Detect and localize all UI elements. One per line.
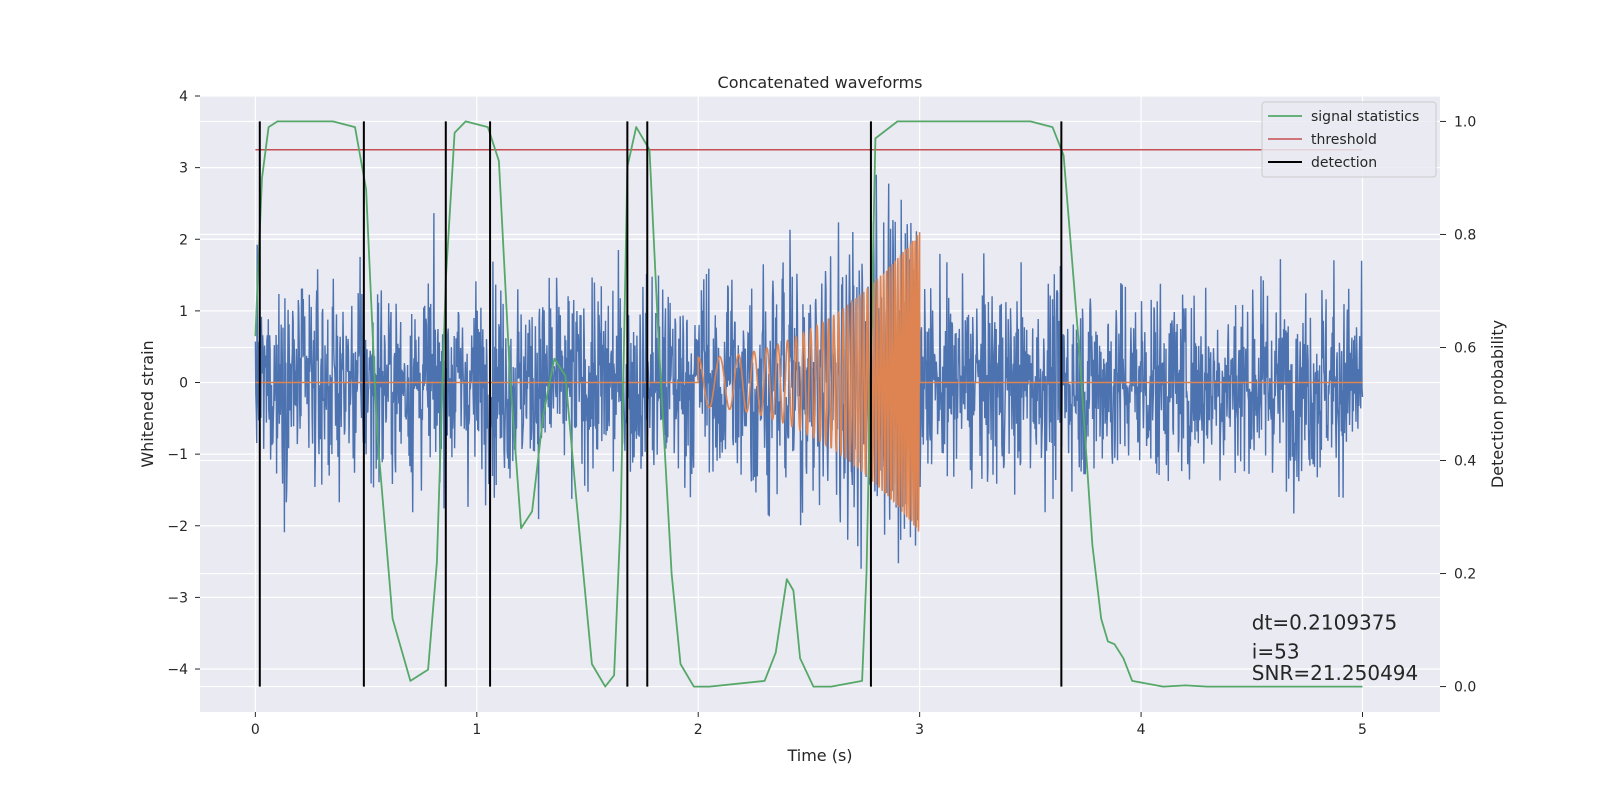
x-tick-label: 4	[1137, 722, 1146, 738]
annotation-text: SNR=21.250494	[1252, 661, 1418, 685]
x-axis-label: Time (s)	[786, 746, 852, 765]
annotation-text: i=53	[1252, 639, 1300, 663]
annotation-text: dt=0.2109375	[1252, 611, 1397, 635]
tick-labels: 0 1 2 3 4 5 −4 −3 −2 −1 0 1 2 3 4 0.0 0.2 0.4 0.6 0.8 1.0	[167, 89, 1476, 738]
x-tick-label: 1	[472, 722, 481, 738]
injected-chirp-line	[255, 232, 1363, 532]
y-tick-label: 3	[179, 161, 188, 177]
x-tick-label: 3	[915, 722, 924, 738]
x-tick-label: 2	[694, 722, 703, 738]
legend-box	[1261, 101, 1437, 178]
x-tick-label: 0	[251, 722, 260, 738]
y-tick-label: −2	[167, 519, 188, 535]
y-tick-label: 1	[179, 304, 188, 320]
legend-label-signal-statistics: signal statistics	[1311, 109, 1419, 125]
signal-statistics-line	[254, 120, 1363, 688]
y-tick-label: 0	[179, 376, 188, 392]
y-tick-label: −4	[167, 662, 188, 678]
y2-tick-label: 0.6	[1454, 340, 1476, 356]
legend: signal statistics threshold detection	[1261, 101, 1437, 178]
y-tick-label: −1	[167, 447, 188, 463]
y2-tick-label: 0.8	[1454, 227, 1476, 243]
y-tick-label: 2	[179, 232, 188, 248]
plot-area	[254, 120, 1364, 688]
legend-label-threshold: threshold	[1311, 132, 1377, 148]
y2-tick-label: 1.0	[1454, 114, 1476, 130]
y-axis-label: Whitened strain	[138, 340, 157, 467]
legend-label-detection: detection	[1311, 155, 1377, 171]
y-tick-label: −3	[167, 590, 188, 606]
y2-axis-label: Detection probability	[1488, 320, 1507, 488]
chart-title: Concatenated waveforms	[718, 73, 923, 92]
y2-tick-label: 0.2	[1454, 567, 1476, 583]
y-tick-label: 4	[179, 89, 188, 105]
y2-tick-label: 0.4	[1454, 454, 1476, 470]
x-tick-label: 5	[1358, 722, 1367, 738]
y2-tick-label: 0.0	[1454, 680, 1476, 696]
